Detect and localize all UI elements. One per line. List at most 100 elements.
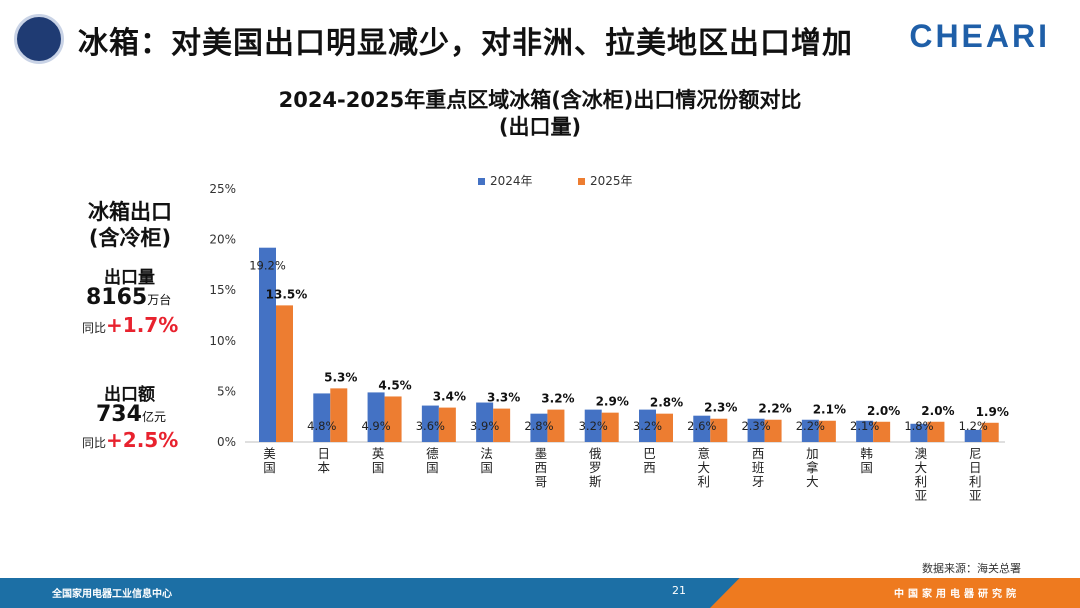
page-number: 21 [672,584,686,597]
value-label-2024: 2.8% [524,419,553,433]
bar-2024 [856,420,874,442]
value-label-2024: 1.2% [959,419,988,433]
bar-2025 [330,388,348,442]
bar-2025 [547,409,565,442]
bar-2024 [693,415,711,442]
value-label-2024: 4.8% [307,419,336,433]
y-tick-label: 10% [209,334,236,348]
volume-value-row: 8165万台 [86,285,171,310]
bar-2025 [276,305,293,442]
bar-2024 [964,429,982,442]
value-label-2025: 3.2% [541,392,574,406]
value-label-2025: 3.3% [487,391,520,405]
value-label-2025: 2.1% [813,403,846,417]
value-label-2025: 2.3% [704,401,737,415]
value-label-2025: 2.9% [596,395,629,409]
bar-2025 [873,421,891,442]
volume-value: 8165 [86,285,148,310]
bar-2025 [656,413,673,442]
category-label: 美国 [263,446,276,475]
category-label: 韩国 [860,446,873,475]
category-label: 西班牙 [752,446,765,489]
value-label-2025: 5.3% [324,370,357,384]
volume-yoy-row: 同比+1.7% [82,313,178,337]
value-label-2024: 2.6% [687,419,716,433]
bar-2025 [710,418,728,442]
bar-2025 [927,421,945,442]
category-label: 俄罗斯 [589,446,602,489]
bar-2024 [801,419,819,442]
value-label-2025: 2.2% [758,402,791,416]
value-label-2024: 4.9% [361,419,390,433]
category-label: 日本 [318,446,331,475]
y-tick-label: 0% [217,435,236,449]
category-label: 尼日利亚 [969,446,982,503]
legend-swatch [578,178,585,185]
value-label-2024: 3.2% [633,419,662,433]
amount-yoy-row: 同比+2.5% [82,428,178,452]
category-label: 法国 [480,446,493,475]
category-label: 意大利 [698,446,711,489]
bar-2024 [313,393,331,442]
bar-2025 [818,420,836,442]
value-label-2025: 2.8% [650,396,683,410]
value-label-2024: 3.9% [470,419,499,433]
volume-label: 出口量 [104,268,155,288]
bar-2024 [747,418,765,442]
value-label-2024: 3.6% [416,419,445,433]
page-title: 冰箱：对美国出口明显减少，对非洲、拉美地区出口增加 [78,26,853,61]
footer-right-text: 中国家用电器研究院 [894,589,1020,600]
amount-label: 出口额 [104,385,155,405]
amount-value: 734 [96,402,142,427]
category-label: 巴西 [643,446,656,475]
bar-2025 [981,422,999,442]
bar-2025 [384,396,402,442]
value-label-2025: 4.5% [378,378,411,392]
value-label-2025: 2.0% [921,404,954,418]
chart-subtitle: (出口量) [498,115,582,139]
side-heading-line2: (含冷柜) [88,226,172,250]
category-label: 澳大利亚 [915,446,928,503]
bar-2024 [367,392,385,442]
brand-logo: CHEARI [909,18,1050,54]
value-label-2024: 19.2% [249,259,286,273]
amount-unit: 亿元 [141,410,166,424]
value-label-2024: 1.8% [904,419,933,433]
legend-swatch [478,178,485,185]
amount-yoy-label: 同比 [82,436,107,450]
bar-2025 [438,407,456,442]
value-label-2025: 13.5% [266,287,308,301]
bar-2025 [601,412,619,442]
legend-label: 2025年 [590,174,633,188]
volume-unit: 万台 [147,293,172,307]
institution-logo [14,14,64,64]
bar-2025 [764,419,782,442]
value-label-2024: 3.2% [579,419,608,433]
footer-left-text: 全国家用电器工业信息中心 [52,589,172,600]
volume-yoy-label: 同比 [82,321,107,335]
chart-title: 2024-2025年重点区域冰箱(含冰柜)出口情况份额对比 [278,88,802,112]
bar-2024 [584,409,602,442]
y-tick-label: 20% [209,233,236,247]
value-label-2025: 3.4% [433,390,466,404]
amount-value-row: 734亿元 [96,402,166,427]
bar-chart: 0% 5% 10% 15% 20% 25% 19.2% 13.5% 美国 4.8% 5.3% 日本 4.… [209,174,1009,503]
value-label-2025: 1.9% [976,405,1009,419]
footer-accent [710,578,1080,608]
side-heading-line1: 冰箱出口 [88,200,172,224]
value-label-2024: 2.2% [796,419,825,433]
value-label-2024: 2.3% [741,419,770,433]
y-tick-label: 15% [209,283,236,297]
bar-2024 [421,405,439,442]
value-label-2024: 2.1% [850,419,879,433]
y-tick-label: 25% [209,182,236,196]
category-label: 德国 [426,446,439,475]
bar-2024 [259,247,276,442]
volume-yoy-value: +1.7% [106,313,179,337]
value-label-2025: 2.0% [867,404,900,418]
category-label: 加拿大 [806,446,819,489]
data-source: 数据来源：海关总署 [922,562,1021,575]
category-label: 墨西哥 [535,446,548,489]
legend-label: 2024年 [490,174,533,188]
amount-yoy-value: +2.5% [106,428,179,452]
